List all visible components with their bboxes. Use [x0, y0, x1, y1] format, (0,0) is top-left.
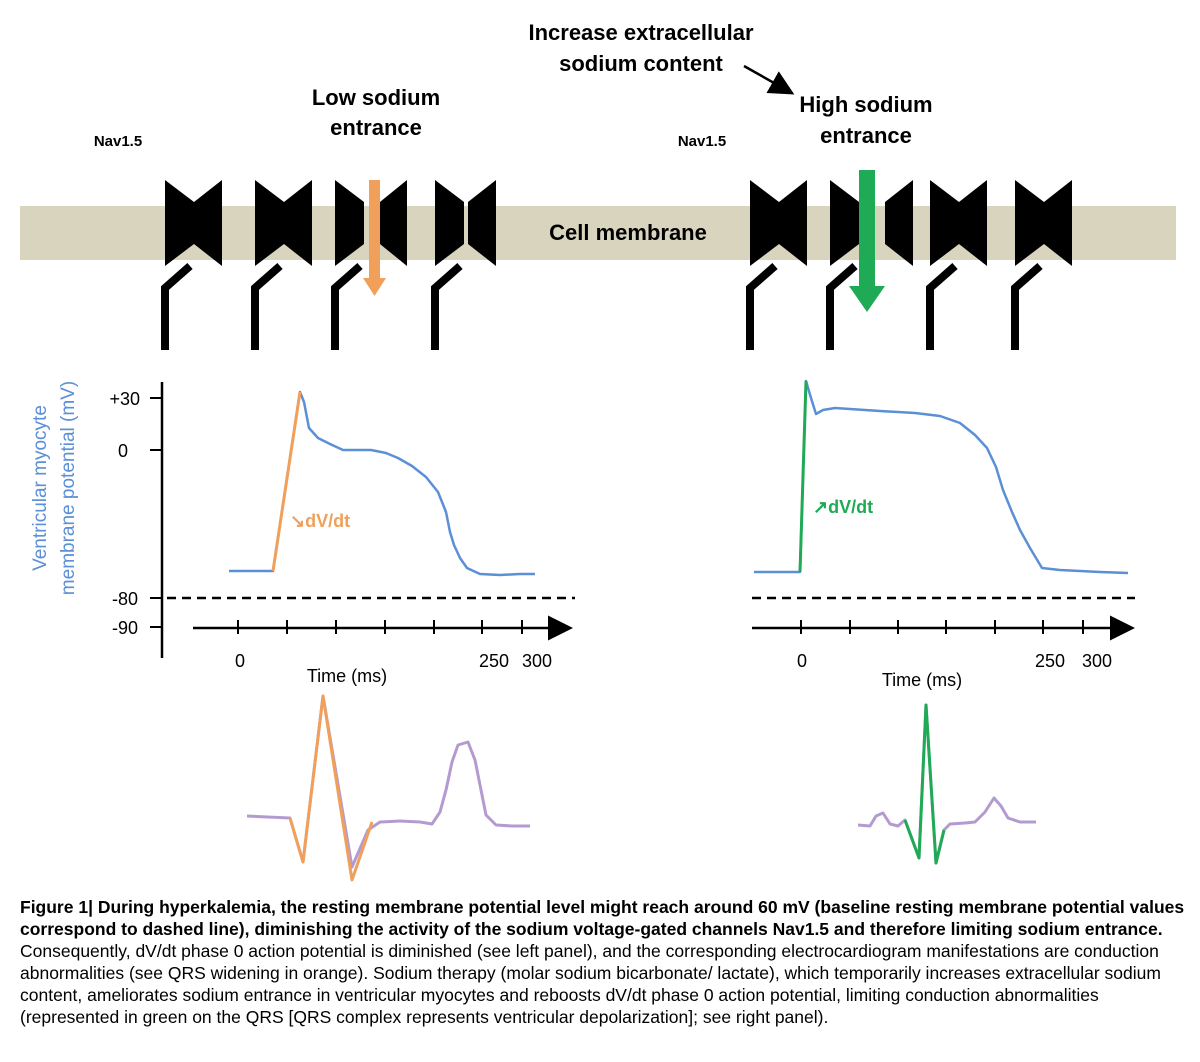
channel-right-4: [1011, 180, 1072, 350]
ecg-left-qrs: [288, 694, 374, 882]
nav-label-right: Nav1.5: [678, 133, 726, 150]
increase-line1: Increase extracellular: [528, 20, 753, 45]
y-tick-0: 0: [118, 441, 128, 461]
nav-label-left: Nav1.5: [94, 133, 142, 150]
figure-diagram: Cell membrane: [20, 20, 1176, 882]
dvdt-slope-left: [271, 391, 302, 572]
channel-right-1: [746, 180, 807, 350]
ecg-right-qrs: [903, 703, 946, 865]
dvdt-label-left: ↘dV/dt: [290, 511, 350, 531]
time-axis-right: [752, 615, 1135, 641]
low-entrance-line2: entrance: [330, 115, 422, 140]
x-tick-right-250: 250: [1035, 651, 1065, 671]
right-channels: [746, 180, 1072, 350]
channel-right-3: [926, 180, 987, 350]
left-channels: [161, 180, 496, 350]
y-tick-plus30: +30: [109, 389, 140, 409]
ecg-right-baseline: [857, 703, 1036, 865]
high-sodium-arrow: [849, 170, 885, 312]
x-tick-left-250: 250: [479, 651, 509, 671]
increase-line2: sodium content: [559, 51, 723, 76]
y-tick-minus90: -90: [112, 618, 138, 638]
figure-caption: Figure 1| During hyperkalemia, the resti…: [20, 896, 1185, 1028]
y-tick-minus80: -80: [112, 589, 138, 609]
ecg-left-baseline: [246, 694, 530, 869]
caption-bold: Figure 1| During hyperkalemia, the resti…: [20, 897, 1185, 939]
time-axis-left: [193, 615, 573, 641]
y-axis-label-line1: Ventricular myocyte: [30, 405, 51, 571]
x-tick-left-300: 300: [522, 651, 552, 671]
action-potential-left: [229, 390, 535, 577]
dvdt-label-right: ↗dV/dt: [813, 497, 873, 517]
x-tick-right-0: 0: [797, 651, 807, 671]
x-label-left: Time (ms): [307, 666, 387, 686]
high-entrance-line2: entrance: [820, 123, 912, 148]
channel-left-4: [431, 180, 496, 350]
x-label-right: Time (ms): [882, 670, 962, 690]
y-axis: [150, 382, 164, 658]
action-potential-right: [754, 379, 1129, 575]
low-sodium-arrow: [363, 180, 386, 296]
high-entrance-line1: High sodium: [799, 92, 932, 117]
channel-left-2: [251, 180, 312, 350]
cell-membrane-label: Cell membrane: [549, 220, 707, 245]
low-entrance-line1: Low sodium: [312, 85, 440, 110]
x-tick-left-0: 0: [235, 651, 245, 671]
dvdt-slope-right: [798, 380, 808, 573]
caption-normal: Consequently, dV/dt phase 0 action poten…: [20, 941, 1161, 1027]
x-tick-right-300: 300: [1082, 651, 1112, 671]
channel-left-3: [331, 180, 407, 350]
increase-arrow: [743, 64, 795, 95]
channel-right-2: [826, 180, 913, 350]
channel-left-1: [161, 180, 222, 350]
y-axis-label-line2: membrane potential (mV): [58, 381, 79, 595]
